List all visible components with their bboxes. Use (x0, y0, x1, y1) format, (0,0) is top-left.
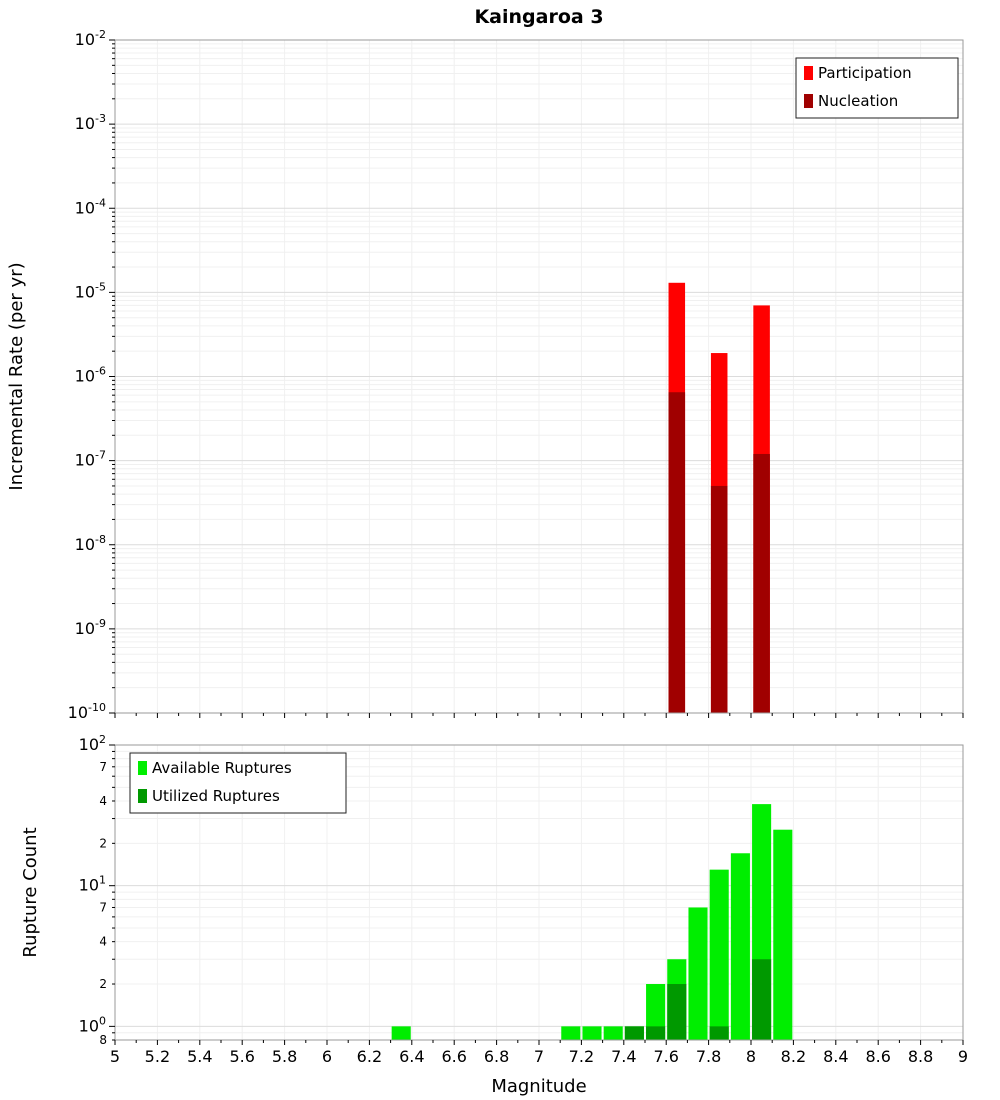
bar-available-ruptures (603, 1026, 623, 1040)
svg-text:2: 2 (99, 977, 107, 991)
svg-text:8.8: 8.8 (908, 1047, 933, 1066)
svg-text:4: 4 (99, 935, 107, 949)
svg-text:8.2: 8.2 (781, 1047, 806, 1066)
svg-text:5.8: 5.8 (272, 1047, 297, 1066)
svg-text:7.6: 7.6 (653, 1047, 678, 1066)
bar-utilized-ruptures (752, 959, 772, 1040)
bar-nucleation (710, 485, 728, 713)
count-x-axis: 5 5.2 5.4 5.6 5.8 6 6.2 6.4 6.6 6.8 7 7.2 7.4 7.6 7.8 8… (110, 1040, 968, 1066)
svg-text:7: 7 (534, 1047, 544, 1066)
svg-text:8.6: 8.6 (865, 1047, 890, 1066)
svg-text:8: 8 (99, 1033, 107, 1047)
count-panel: 100 101 102 8 2 4 7 2 4 7 5 5.2 5.4 5.6 5.8 6 6.2 6.4 6.6 6… (20, 733, 968, 1097)
svg-text:6.6: 6.6 (441, 1047, 466, 1066)
legend-swatch-nucleation (804, 94, 813, 108)
bar-available-ruptures (709, 869, 729, 1040)
legend-label-participation: Participation (818, 64, 912, 82)
count-x-axis-label: Magnitude (491, 1076, 586, 1097)
svg-text:10-8: 10-8 (75, 533, 106, 554)
count-legend-box (129, 752, 347, 814)
rate-y-axis: 10-10 10-9 10-8 10-7 10-6 10-5 10-4 10-3 10-2 (68, 28, 115, 722)
svg-text:10-10: 10-10 (68, 701, 106, 722)
legend-label-nucleation: Nucleation (818, 92, 898, 110)
svg-text:10-6: 10-6 (75, 365, 106, 386)
count-legend: Available Ruptures Utilized Ruptures (129, 752, 347, 814)
svg-text:5.6: 5.6 (229, 1047, 254, 1066)
svg-text:7.8: 7.8 (696, 1047, 721, 1066)
legend-swatch-available-ruptures (138, 761, 147, 775)
svg-text:10-4: 10-4 (75, 196, 106, 217)
bar-nucleation (668, 392, 686, 713)
bar-utilized-ruptures (709, 1026, 729, 1040)
series-nucleation (668, 392, 770, 713)
svg-text:5.4: 5.4 (187, 1047, 212, 1066)
svg-text:7: 7 (99, 900, 107, 914)
svg-text:7: 7 (99, 760, 107, 774)
svg-text:8.4: 8.4 (823, 1047, 848, 1066)
series-utilized-ruptures (624, 959, 772, 1040)
svg-text:10-9: 10-9 (75, 617, 106, 638)
bar-available-ruptures (646, 984, 666, 1040)
bar-nucleation (753, 453, 770, 713)
svg-text:7.2: 7.2 (569, 1047, 594, 1066)
svg-text:100: 100 (79, 1014, 106, 1035)
svg-text:10-3: 10-3 (75, 112, 106, 133)
svg-text:102: 102 (79, 733, 106, 754)
bar-available-ruptures (688, 907, 708, 1040)
svg-text:6.2: 6.2 (357, 1047, 382, 1066)
svg-text:101: 101 (79, 874, 106, 895)
svg-text:10-5: 10-5 (75, 280, 106, 301)
svg-text:5.2: 5.2 (145, 1047, 170, 1066)
legend-swatch-utilized-ruptures (138, 789, 147, 803)
chart-title: Kaingaroa 3 (474, 6, 604, 28)
svg-text:4: 4 (99, 794, 107, 808)
rate-x-axis (114, 713, 964, 718)
legend-label-utilized-ruptures: Utilized Ruptures (152, 787, 280, 805)
count-y-axis: 100 101 102 8 2 4 7 2 4 7 (79, 733, 115, 1047)
bar-available-ruptures (561, 1026, 581, 1040)
bar-available-ruptures (773, 829, 793, 1040)
bar-utilized-ruptures (646, 1026, 666, 1040)
bar-utilized-ruptures (667, 984, 687, 1040)
svg-text:6: 6 (322, 1047, 332, 1066)
count-y-axis-label: Rupture Count (20, 827, 41, 957)
svg-text:10-2: 10-2 (75, 28, 106, 49)
rate-legend-box (795, 57, 959, 119)
legend-label-available-ruptures: Available Ruptures (152, 759, 292, 777)
svg-text:6.8: 6.8 (484, 1047, 509, 1066)
rate-y-axis-label: Incremental Rate (per yr) (6, 262, 27, 490)
svg-text:7.4: 7.4 (611, 1047, 636, 1066)
svg-text:5: 5 (110, 1047, 120, 1066)
bar-available-ruptures (391, 1026, 411, 1040)
svg-text:10-7: 10-7 (75, 449, 106, 470)
svg-text:8: 8 (746, 1047, 756, 1066)
svg-text:6.4: 6.4 (399, 1047, 424, 1066)
rate-legend: Participation Nucleation (795, 57, 959, 119)
rate-grid (115, 40, 963, 713)
rate-panel: 10-10 10-9 10-8 10-7 10-6 10-5 10-4 10-3 10-2 Inc… (6, 28, 964, 722)
bar-utilized-ruptures (624, 1026, 644, 1040)
legend-swatch-participation (804, 66, 813, 80)
svg-text:9: 9 (958, 1047, 968, 1066)
bar-available-ruptures (582, 1026, 602, 1040)
svg-text:2: 2 (99, 836, 107, 850)
bar-available-ruptures (730, 853, 750, 1040)
